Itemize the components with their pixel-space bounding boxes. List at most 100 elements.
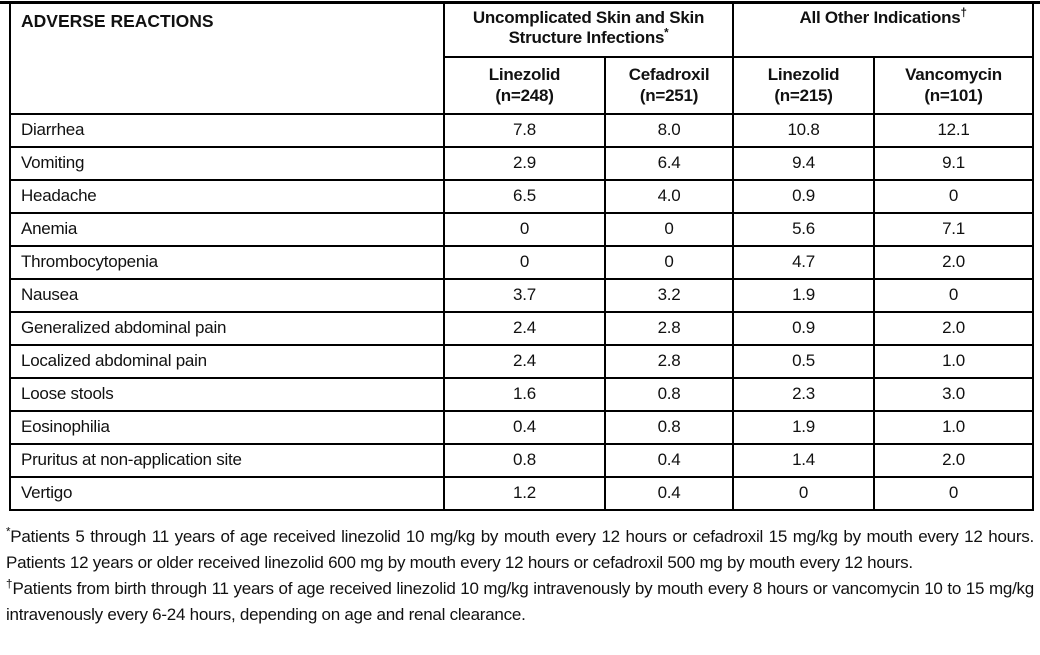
reaction-label: Vertigo xyxy=(9,476,445,511)
reaction-label: Thrombocytopenia xyxy=(9,245,445,280)
reaction-value: 0.8 xyxy=(443,443,606,478)
reaction-label: Eosinophilia xyxy=(9,410,445,445)
reaction-value: 0 xyxy=(443,245,606,280)
column-drug-name: Cefadroxil xyxy=(628,65,710,85)
reaction-value: 0 xyxy=(603,245,735,280)
reaction-value: 7.8 xyxy=(443,113,606,148)
reaction-value: 0 xyxy=(732,476,876,511)
reaction-value: 5.6 xyxy=(732,212,876,247)
table-row: Vertigo 1.2 0.4 0 0 xyxy=(9,476,1035,511)
reaction-value: 2.4 xyxy=(443,311,606,346)
column-header-linezolid-2: Linezolid (n=215) xyxy=(732,56,876,115)
reaction-value: 0 xyxy=(443,212,606,247)
reaction-label: Vomiting xyxy=(9,146,445,181)
reaction-value: 0.8 xyxy=(603,410,735,445)
table-row: Pruritus at non-application site 0.8 0.4 1.… xyxy=(9,443,1035,478)
reaction-value: 2.0 xyxy=(873,443,1035,478)
drug-header-row: Linezolid (n=248) Cefadroxil (n=251) Linezol… xyxy=(10,56,1035,115)
reaction-label: Loose stools xyxy=(9,377,445,412)
reaction-label: Pruritus at non-application site xyxy=(9,443,445,478)
group-header-skin-label: Uncomplicated Skin and Skin Structure In… xyxy=(472,8,705,48)
reaction-value: 3.7 xyxy=(443,278,606,313)
reaction-label: Localized abdominal pain xyxy=(9,344,445,379)
reaction-value: 10.8 xyxy=(732,113,876,148)
table-row: Localized abdominal pain 2.4 2.8 0.5 1.0 xyxy=(9,344,1035,379)
group-header-other-label: All Other Indications xyxy=(799,8,961,27)
reaction-value: 0.5 xyxy=(732,344,876,379)
adverse-reactions-header: ADVERSE REACTIONS xyxy=(9,2,445,115)
reaction-value: 9.4 xyxy=(732,146,876,181)
reaction-value: 1.9 xyxy=(732,278,876,313)
column-n-count: (n=215) xyxy=(774,85,833,105)
reaction-label: Diarrhea xyxy=(9,113,445,148)
reaction-value: 2.8 xyxy=(603,344,735,379)
footnotes-section: *Patients 5 through 11 years of age rece… xyxy=(6,524,1034,628)
dagger-marker: † xyxy=(960,7,967,20)
reaction-label: Nausea xyxy=(9,278,445,313)
reaction-value: 0 xyxy=(603,212,735,247)
reaction-value: 0.4 xyxy=(603,476,735,511)
footnote: *Patients 5 through 11 years of age rece… xyxy=(6,526,1034,572)
reaction-value: 1.0 xyxy=(873,344,1035,379)
reaction-label: Anemia xyxy=(9,212,445,247)
table-header: ADVERSE REACTIONS Uncomplicated Skin and… xyxy=(9,2,1035,115)
asterisk-marker: * xyxy=(664,27,669,40)
reaction-label: Headache xyxy=(9,179,445,214)
group-header-skin-infections: Uncomplicated Skin and Skin Structure In… xyxy=(442,2,735,58)
column-header-linezolid-0: Linezolid (n=248) xyxy=(443,56,606,115)
reaction-value: 6.5 xyxy=(443,179,606,214)
column-drug-name: Vancomycin xyxy=(905,65,1002,85)
table-body: Diarrhea 7.8 8.0 10.8 12.1 Vomiting 2.9 6.4 9.4 9… xyxy=(9,113,1035,511)
reaction-value: 1.9 xyxy=(732,410,876,445)
column-header-vancomycin-3: Vancomycin (n=101) xyxy=(873,56,1035,115)
reaction-value: 6.4 xyxy=(603,146,735,181)
table-row: Nausea 3.7 3.2 1.9 0 xyxy=(9,278,1035,313)
reaction-value: 2.3 xyxy=(732,377,876,412)
group-header-other-indications: All Other Indications† xyxy=(732,2,1035,58)
column-header-cefadroxil-1: Cefadroxil (n=251) xyxy=(603,56,735,115)
group-header-row: ADVERSE REACTIONS Uncomplicated Skin and… xyxy=(9,2,1035,115)
column-drug-name: Linezolid xyxy=(767,65,840,85)
reaction-label: Generalized abdominal pain xyxy=(9,311,445,346)
reaction-value: 12.1 xyxy=(873,113,1035,148)
footnote-marker: † xyxy=(6,578,13,591)
reaction-value: 0.9 xyxy=(732,179,876,214)
reaction-value: 8.0 xyxy=(603,113,735,148)
table-row: Thrombocytopenia 0 0 4.7 2.0 xyxy=(9,245,1035,280)
reaction-value: 2.0 xyxy=(873,311,1035,346)
column-n-count: (n=248) xyxy=(495,85,554,105)
table-row: Diarrhea 7.8 8.0 10.8 12.1 xyxy=(9,113,1035,148)
reaction-value: 2.0 xyxy=(873,245,1035,280)
reaction-value: 0.8 xyxy=(603,377,735,412)
reaction-value: 1.0 xyxy=(873,410,1035,445)
reaction-value: 2.8 xyxy=(603,311,735,346)
column-n-count: (n=101) xyxy=(924,85,983,105)
reaction-value: 3.2 xyxy=(603,278,735,313)
reaction-value: 0.4 xyxy=(603,443,735,478)
reaction-value: 1.4 xyxy=(732,443,876,478)
reaction-value: 7.1 xyxy=(873,212,1035,247)
reaction-value: 0 xyxy=(873,476,1035,511)
reaction-value: 2.4 xyxy=(443,344,606,379)
column-n-count: (n=251) xyxy=(639,85,699,105)
table-row: Generalized abdominal pain 2.4 2.8 0.9 2.0 xyxy=(9,311,1035,346)
reaction-value: 1.6 xyxy=(443,377,606,412)
adverse-reactions-table: ADVERSE REACTIONS Uncomplicated Skin and… xyxy=(9,2,1035,511)
reaction-value: 1.2 xyxy=(443,476,606,511)
table-row: Headache 6.5 4.0 0.9 0 xyxy=(9,179,1035,214)
table-row: Loose stools 1.6 0.8 2.3 3.0 xyxy=(9,377,1035,412)
reaction-value: 4.7 xyxy=(732,245,876,280)
footnote: †Patients from birth through 11 years of… xyxy=(6,578,1035,624)
reaction-value: 0.4 xyxy=(443,410,606,445)
reaction-value: 4.0 xyxy=(603,179,735,214)
reaction-value: 0 xyxy=(873,278,1035,313)
table-row: Eosinophilia 0.4 0.8 1.9 1.0 xyxy=(9,410,1035,445)
column-drug-name: Linezolid xyxy=(488,65,561,85)
table-row: Anemia 0 0 5.6 7.1 xyxy=(9,212,1035,247)
footnote-marker: * xyxy=(6,526,11,539)
reaction-value: 3.0 xyxy=(873,377,1035,412)
reaction-value: 2.9 xyxy=(443,146,606,181)
reaction-value: 9.1 xyxy=(873,146,1035,181)
reaction-value: 0.9 xyxy=(732,311,876,346)
